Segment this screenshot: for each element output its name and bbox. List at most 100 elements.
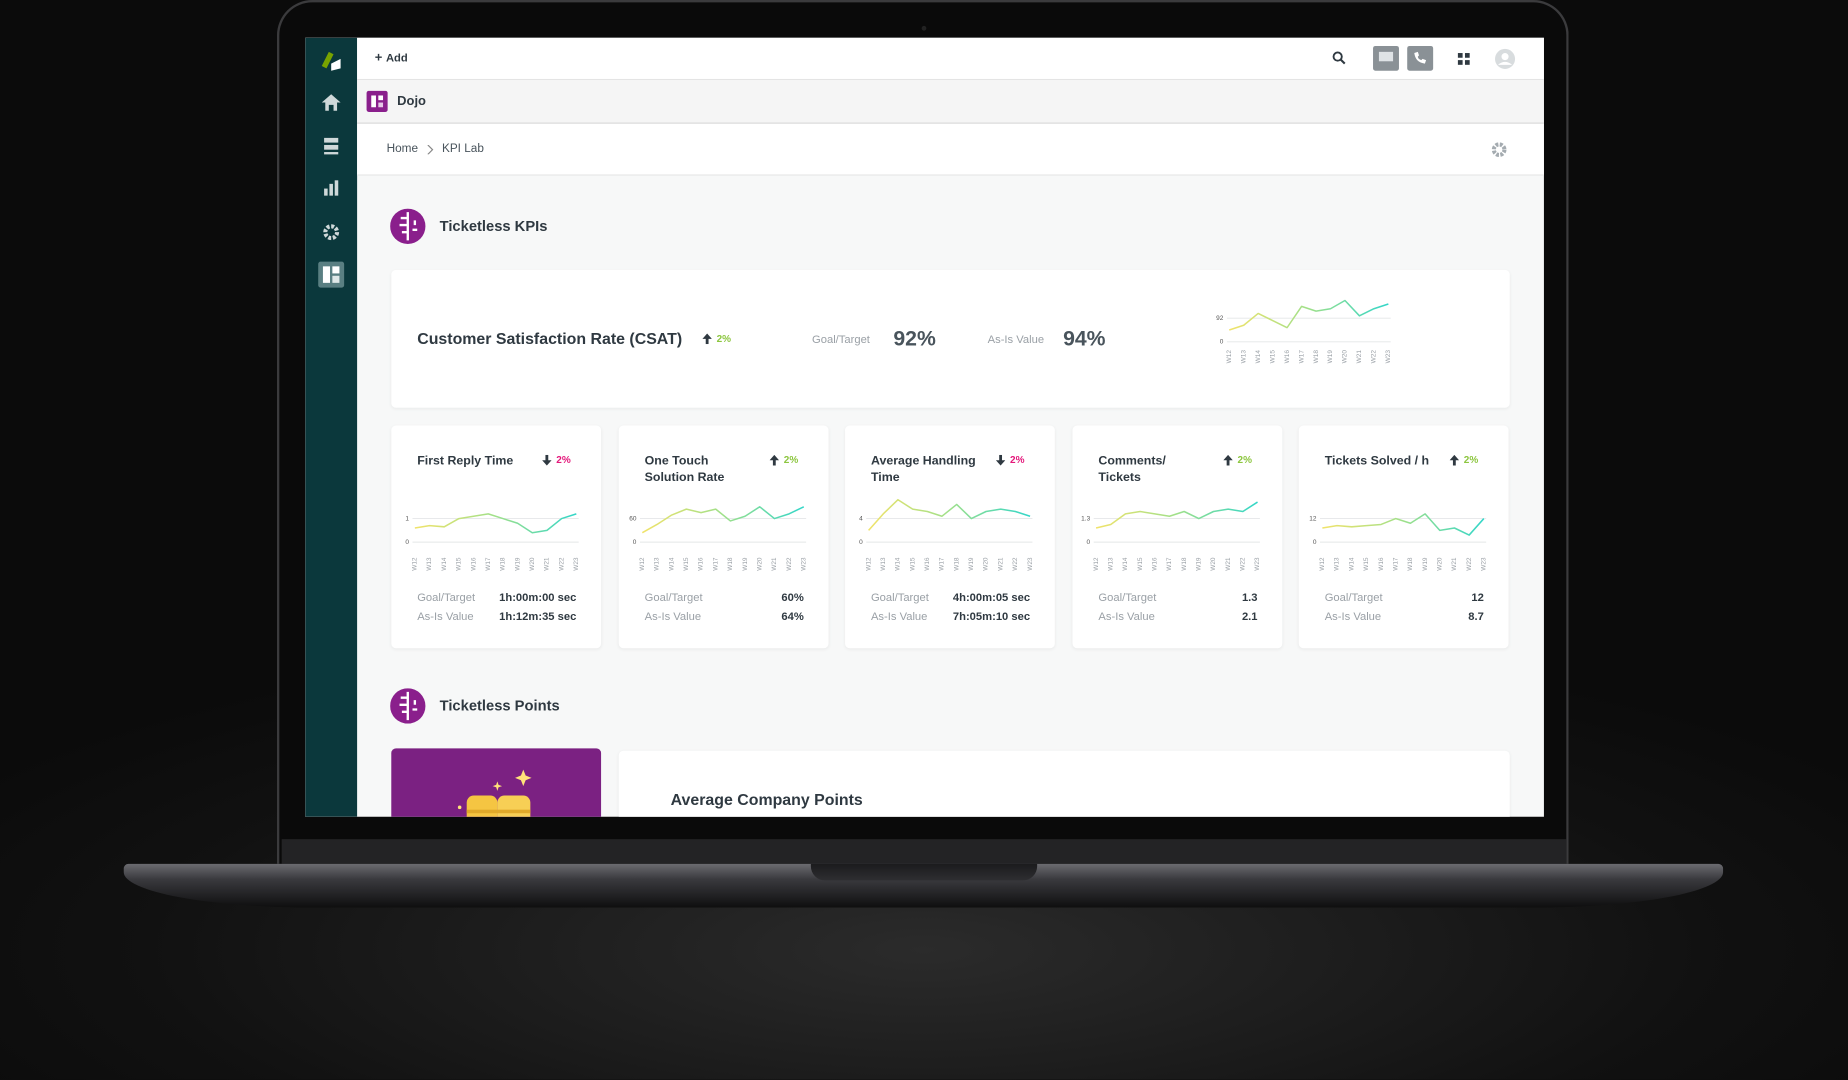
settings-icon[interactable] [323, 224, 340, 241]
reports-icon[interactable] [324, 188, 328, 196]
sparkline: 0 60 W12 W13 W14 W15 W16 W17 W18 W19 W20 W21 W22 W23 [629, 506, 808, 571]
x-tick-label: W17 [1392, 557, 1399, 571]
page-settings[interactable] [1491, 141, 1508, 158]
x-tick-label: W19 [514, 557, 521, 571]
apps-icon [1464, 53, 1470, 58]
kpi-card[interactable]: One Touch Solution Rate 2% 0 60 W12 W13 W14 W15… [618, 425, 829, 649]
kpi-hero-card[interactable]: Customer Satisfaction Rate (CSAT) 2% Goa… [391, 269, 1510, 408]
arrow [995, 454, 1006, 465]
section-title: Ticketless Points [439, 697, 560, 715]
kpi-card[interactable]: First Reply Time 2% 0 1 W12 W13 W14 W15 W16 W17 W1… [391, 425, 602, 649]
asis-label: As-Is Value [870, 610, 928, 624]
x-tick-label: W16 [698, 557, 705, 571]
trend-arrow [1449, 454, 1460, 465]
y-tick-label: 0 [1313, 539, 1317, 546]
add-button[interactable]: + Add [375, 51, 408, 65]
views-icon [324, 144, 339, 150]
y-tick-label: 1 [405, 515, 409, 522]
sparkline: 0 92 W12 W13 W14 W15 W16 W17 W18 W19 W20 W21 W22 W23 [1216, 299, 1392, 364]
kpi-title: One Touch Solution Rate [644, 453, 725, 485]
kpi-card[interactable]: Average Handling Time 2% 0 4 W12 W13 W14 W15 W16… [845, 425, 1055, 649]
apps-icon [1464, 60, 1470, 65]
breadcrumb-bar: Home KPI Lab [357, 123, 1544, 176]
y-tick-label: 60 [629, 515, 637, 522]
x-tick-label: W17 [1298, 350, 1305, 364]
dojo-icon-active[interactable] [318, 261, 345, 288]
y-tick-label: 4 [859, 515, 863, 522]
x-tick-label: W20 [1437, 557, 1444, 571]
x-tick-label: W16 [1284, 350, 1291, 364]
section-title: Ticketless KPIs [439, 218, 548, 235]
x-tick-label: W22 [558, 557, 565, 571]
arrow [769, 454, 780, 465]
breadcrumb-link[interactable]: Home [386, 142, 419, 156]
x-tick-label: W20 [1342, 350, 1349, 364]
home-icon[interactable] [321, 94, 341, 111]
dojo-icon [332, 266, 340, 274]
talk-button[interactable] [1407, 45, 1434, 71]
asis-value: 64% [781, 610, 804, 624]
kpi-card[interactable]: Comments/ Tickets 2% 0 1.3 W12 W13 W14 W15 W16 W1… [1072, 425, 1283, 649]
goal-label: Goal/Target [644, 591, 703, 605]
x-tick-label: W16 [924, 557, 931, 571]
logo [321, 51, 334, 69]
goal-value: 60% [781, 591, 804, 605]
trend-value: 2% [783, 453, 799, 466]
search-icon[interactable] [1332, 51, 1343, 62]
sparkline: 0 12 W12 W13 W14 W15 W16 W17 W18 W19 W20 W21 W22 W23 [1309, 513, 1488, 571]
trend-value: 2% [1010, 453, 1025, 466]
trend-arrow [1223, 454, 1233, 465]
chevron [427, 144, 434, 155]
x-tick-label: W23 [1385, 350, 1392, 364]
kpi-card[interactable]: Tickets Solved / h 2% 0 12 W12 W13 W14 W15 W16 W1… [1298, 425, 1509, 649]
x-tick-label: W14 [1255, 350, 1262, 364]
x-tick-label: W21 [1451, 557, 1458, 571]
x-tick-label: W22 [786, 557, 793, 571]
trend-arrow [542, 454, 552, 465]
asis-value: 7h:05m:10 sec [952, 610, 1031, 624]
sparkline-path [1322, 513, 1485, 536]
trend-value: 2% [556, 453, 571, 466]
x-tick-label: W18 [953, 557, 960, 571]
add-label: Add [385, 51, 408, 65]
x-tick-label: W15 [456, 557, 463, 571]
reports-icon [329, 183, 333, 196]
x-tick-label: W19 [1327, 350, 1334, 364]
screen: + Add Dojo Home KPI Lab Ticketless KPIs … [305, 37, 1544, 817]
x-tick-label: W23 [1254, 557, 1261, 571]
x-tick-label: W13 [426, 557, 433, 571]
x-tick-label: W18 [727, 557, 734, 571]
main: + Add Dojo Home KPI Lab Ticketless KPIs … [357, 37, 1544, 817]
x-tick-label: W14 [895, 557, 902, 571]
asis-label: As-Is Value [1324, 610, 1382, 624]
x-tick-label: W15 [683, 557, 690, 571]
asis-value: 2.1 [1241, 610, 1258, 624]
y-tick-label: 0 [1220, 339, 1224, 346]
points-card[interactable]: Average Company Points [618, 750, 1510, 817]
sparkline-path [1095, 501, 1258, 529]
laptop-notch [810, 863, 1038, 881]
sparkline-path [868, 498, 1031, 531]
asis-label: As-Is Value [644, 610, 702, 624]
y-tick-label: 0 [1087, 539, 1091, 546]
kpi-trend: 2% [995, 453, 1025, 466]
sidebar-icons [318, 51, 345, 288]
views-icon [324, 152, 339, 155]
plus-icon: + [374, 50, 386, 65]
asis-label: As-Is Value [1098, 610, 1155, 624]
trend-value: 2% [716, 332, 732, 345]
x-tick-label: W23 [1027, 557, 1034, 571]
goal-label: Goal/Target [1098, 591, 1157, 605]
y-tick-label: 1.3 [1081, 515, 1090, 522]
arrow [1449, 454, 1460, 465]
y-tick-label: 92 [1216, 315, 1224, 322]
chat-icon [1378, 51, 1394, 62]
x-tick-label: W21 [771, 557, 778, 571]
apps-icon[interactable] [1457, 53, 1463, 58]
views-icon[interactable] [324, 137, 339, 143]
kpi-trend: 2% [702, 332, 731, 344]
x-tick-label: W17 [939, 557, 946, 571]
x-tick-label: W19 [742, 557, 749, 571]
search-icon [1339, 58, 1346, 65]
